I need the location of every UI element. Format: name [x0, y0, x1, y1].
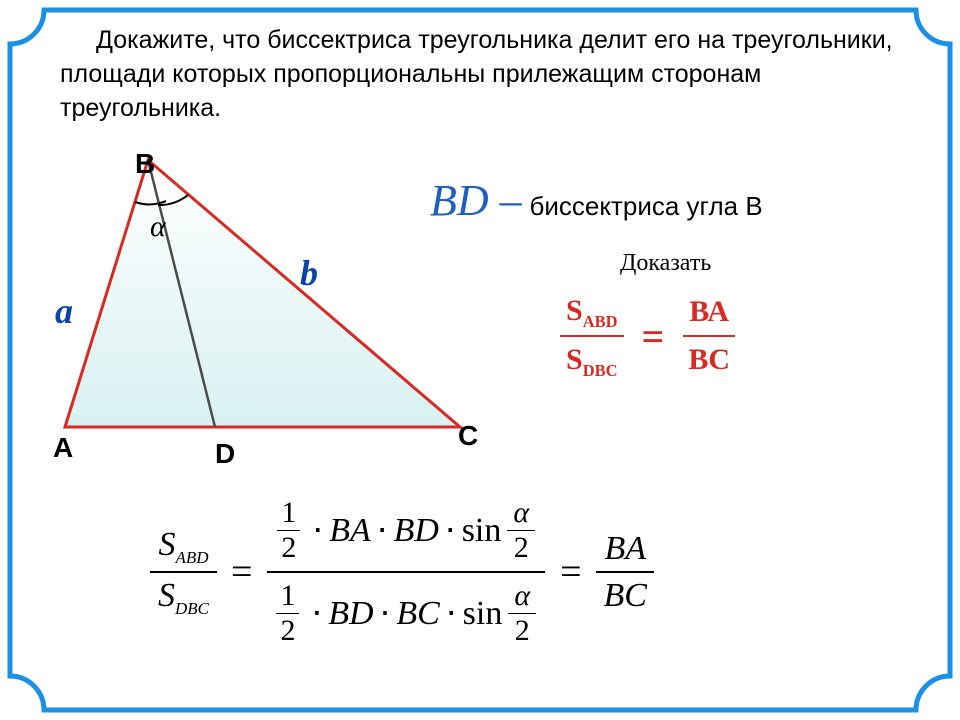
dot-6: ⋅ [446, 594, 457, 634]
main-rhs-num: BA [596, 526, 654, 573]
term-bc-bot: BC [396, 595, 439, 633]
prove-rhs-den: ВС [682, 337, 736, 381]
main-eq-sign-1: = [231, 550, 252, 594]
problem-text-content: Докажите, что биссектриса треугольника д… [60, 26, 893, 122]
sin-bot: sin [463, 595, 503, 633]
angle-alpha-label: α [150, 210, 166, 244]
vertex-b-label: В [135, 148, 155, 180]
bd-segment-name: ВD – [430, 176, 522, 225]
prove-rhs-num: ВА [683, 291, 735, 337]
vertex-c-label: С [458, 420, 478, 452]
prove-lhs-den-s: S [566, 343, 583, 376]
main-lhs-fraction: SABD SDBC [150, 522, 217, 623]
vertex-d-label: D [215, 438, 235, 470]
dot-4: ⋅ [311, 594, 322, 634]
triangle-figure [50, 150, 470, 460]
prove-eq-sign: = [642, 313, 665, 360]
problem-statement: Докажите, что биссектриса треугольника д… [60, 24, 900, 125]
vertex-a-label: A [53, 432, 73, 464]
main-lhs-num-s: S [158, 526, 175, 563]
alpha-half-bot: α2 [508, 579, 536, 648]
main-eq-sign-2: = [560, 550, 581, 594]
alpha-half-top: α2 [507, 496, 535, 565]
prove-rhs-fraction: ВА ВС [682, 291, 736, 381]
term-ba-top: BA [329, 512, 371, 550]
bd-segment-desc: биссектриса угла В [529, 191, 762, 221]
main-middle-fraction: 12 ⋅ BA ⋅ BD ⋅ sin α2 12 ⋅ BD ⋅ BC ⋅ sin… [266, 490, 546, 654]
half-num-top: 12 [277, 496, 300, 565]
half-num-bot: 12 [276, 579, 299, 648]
main-middle-denominator: 12 ⋅ BD ⋅ BC ⋅ sin α2 [266, 573, 546, 654]
prove-heading: Доказать [620, 250, 711, 277]
triangle-abc [65, 160, 460, 427]
prove-lhs-num-sub: ABD [583, 312, 618, 331]
main-equation: SABD SDBC = 12 ⋅ BA ⋅ BD ⋅ sin α2 12 ⋅ B… [150, 490, 655, 654]
bd-description: ВD – биссектриса угла В [430, 175, 763, 226]
slide-frame: Докажите, что биссектриса треугольника д… [0, 0, 960, 720]
term-bd-top: BD [394, 512, 439, 550]
main-rhs-den: BC [596, 573, 655, 618]
dot-2: ⋅ [377, 511, 388, 551]
prove-lhs-den-sub: DBC [583, 361, 618, 380]
term-bd-bot: BD [328, 595, 373, 633]
main-rhs-fraction: BA BC [596, 526, 655, 619]
main-lhs-den-s: S [158, 577, 175, 614]
dot-5: ⋅ [380, 594, 391, 634]
side-b-label: b [300, 252, 318, 294]
main-middle-numerator: 12 ⋅ BA ⋅ BD ⋅ sin α2 [267, 490, 545, 573]
prove-equation: SABD SDBC = ВА ВС [560, 290, 736, 382]
side-a-label: a [55, 290, 73, 332]
prove-lhs-fraction: SABD SDBC [560, 290, 624, 382]
dot-3: ⋅ [445, 511, 456, 551]
main-lhs-num-sub: ABD [175, 547, 208, 566]
dot-1: ⋅ [312, 511, 323, 551]
sin-top: sin [462, 512, 502, 550]
main-lhs-den-sub: DBC [175, 599, 209, 618]
prove-lhs-num-s: S [566, 294, 583, 327]
